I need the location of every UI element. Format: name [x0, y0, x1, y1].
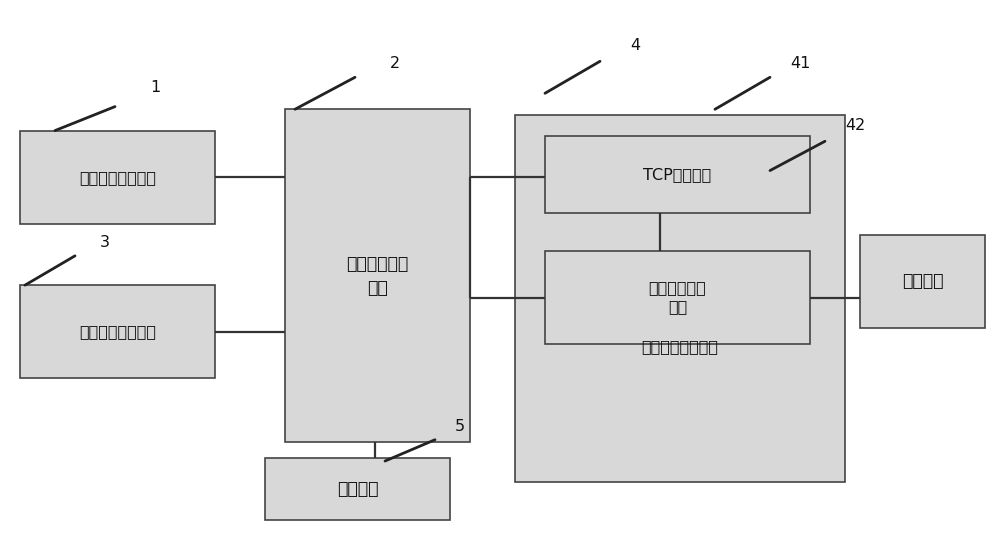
Text: 41: 41 [790, 56, 810, 71]
Bar [20, 285, 215, 378]
Text: 42: 42 [845, 118, 865, 133]
Text: 2: 2 [390, 56, 400, 71]
Bar [20, 131, 215, 224]
Text: TCP通信模块: TCP通信模块 [643, 167, 712, 182]
Text: 基站空调控制模块: 基站空调控制模块 [79, 324, 156, 340]
Text: 远程空调控制模块: 远程空调控制模块 [642, 339, 718, 354]
Bar [285, 109, 470, 442]
Text: 1: 1 [150, 80, 160, 95]
Bar [545, 251, 810, 344]
Bar [860, 235, 985, 328]
Text: 基站空调: 基站空调 [902, 272, 943, 290]
Text: 3: 3 [100, 235, 110, 250]
Text: 基站环境监测模块: 基站环境监测模块 [79, 169, 156, 185]
Bar [515, 115, 845, 482]
Text: 5: 5 [455, 419, 465, 434]
Bar [545, 136, 810, 213]
Text: 4: 4 [630, 38, 640, 53]
Text: 显示模块: 显示模块 [337, 480, 378, 498]
Text: 通信网络传输
模块: 通信网络传输 模块 [346, 255, 409, 297]
Text: 红外遥控发射
模块: 红外遥控发射 模块 [649, 280, 706, 314]
Bar [265, 458, 450, 520]
